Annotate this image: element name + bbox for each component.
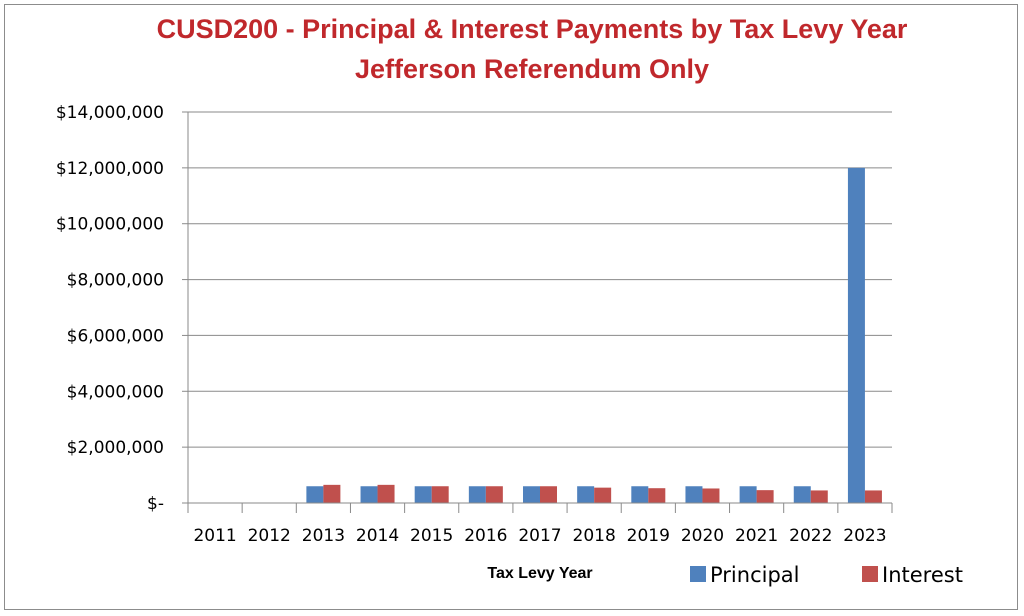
x-tick-label: 2013 [302, 526, 345, 546]
bar-principal-2015 [414, 486, 432, 503]
bar-principal-2017 [523, 486, 540, 503]
bar-principal-2022 [793, 486, 811, 503]
chart-subtitle: Jefferson Referendum Only [355, 54, 709, 84]
y-axis-ticks: $- $2,000,000 $4,000,000 $6,000,000 $8,000,0… [56, 103, 188, 514]
axes [187, 112, 892, 504]
y-tick-label: $12,000,000 [56, 159, 164, 179]
legend-item-interest: Interest [862, 563, 963, 587]
x-tick-label: 2017 [518, 526, 561, 546]
bar-interest-2013 [323, 484, 341, 503]
x-tick-label: 2018 [573, 526, 616, 546]
x-tick-label: 2015 [410, 526, 453, 546]
bar-interest-2022 [810, 490, 828, 503]
bar-interest-2020 [702, 488, 720, 503]
y-tick-label: $- [147, 494, 164, 514]
x-tick-label: 2016 [464, 526, 507, 546]
y-tick-label: $2,000,000 [67, 438, 164, 458]
bar-principal-2013 [306, 486, 324, 503]
bar-interest-2015 [431, 486, 449, 503]
x-tick-label: 2011 [193, 526, 236, 546]
bar-interest-2018 [594, 487, 612, 503]
legend-swatch [862, 566, 878, 582]
bar-interest-2014 [377, 484, 395, 503]
bar-interest-2019 [648, 488, 666, 503]
bar-interest-2021 [756, 490, 774, 503]
x-tick-label: 2012 [248, 526, 291, 546]
bar-principal-2023 [847, 167, 865, 503]
bar-principal-2021 [739, 486, 757, 503]
y-tick-label: $4,000,000 [67, 382, 164, 402]
y-tick-label: $6,000,000 [67, 326, 164, 346]
bar-principal-2019 [631, 486, 649, 503]
x-tick-label: 2023 [843, 526, 886, 546]
legend-label: Principal [710, 563, 800, 587]
legend-item-principal: Principal [690, 563, 800, 587]
x-axis-ticks: 2011 2012 2013 2014 2015 2016 2017 2018 2019 2020… [187, 503, 893, 546]
bar-principal-2020 [685, 486, 703, 503]
bar-principal-2016 [468, 486, 486, 503]
bar-interest-2023 [864, 490, 882, 503]
y-tick-label: $8,000,000 [67, 271, 164, 291]
chart-title: CUSD200 - Principal & Interest Payments … [157, 14, 908, 44]
bar-principal-2014 [360, 486, 378, 503]
gridlines [188, 111, 892, 448]
x-tick-label: 2020 [681, 526, 724, 546]
x-tick-label: 2021 [735, 526, 778, 546]
x-tick-label: 2019 [627, 526, 670, 546]
bar-interest-2017 [540, 486, 557, 503]
x-tick-label: 2014 [356, 526, 399, 546]
y-tick-label: $14,000,000 [56, 103, 164, 123]
bar-interest-2016 [485, 486, 503, 503]
y-tick-label: $10,000,000 [56, 215, 164, 235]
x-tick-label: 2022 [789, 526, 832, 546]
bars [306, 167, 882, 503]
x-axis-label: Tax Levy Year [487, 565, 592, 582]
legend-swatch [690, 566, 706, 582]
bar-principal-2018 [577, 486, 595, 503]
legend: Principal Interest [690, 563, 963, 587]
legend-label: Interest [882, 563, 963, 587]
